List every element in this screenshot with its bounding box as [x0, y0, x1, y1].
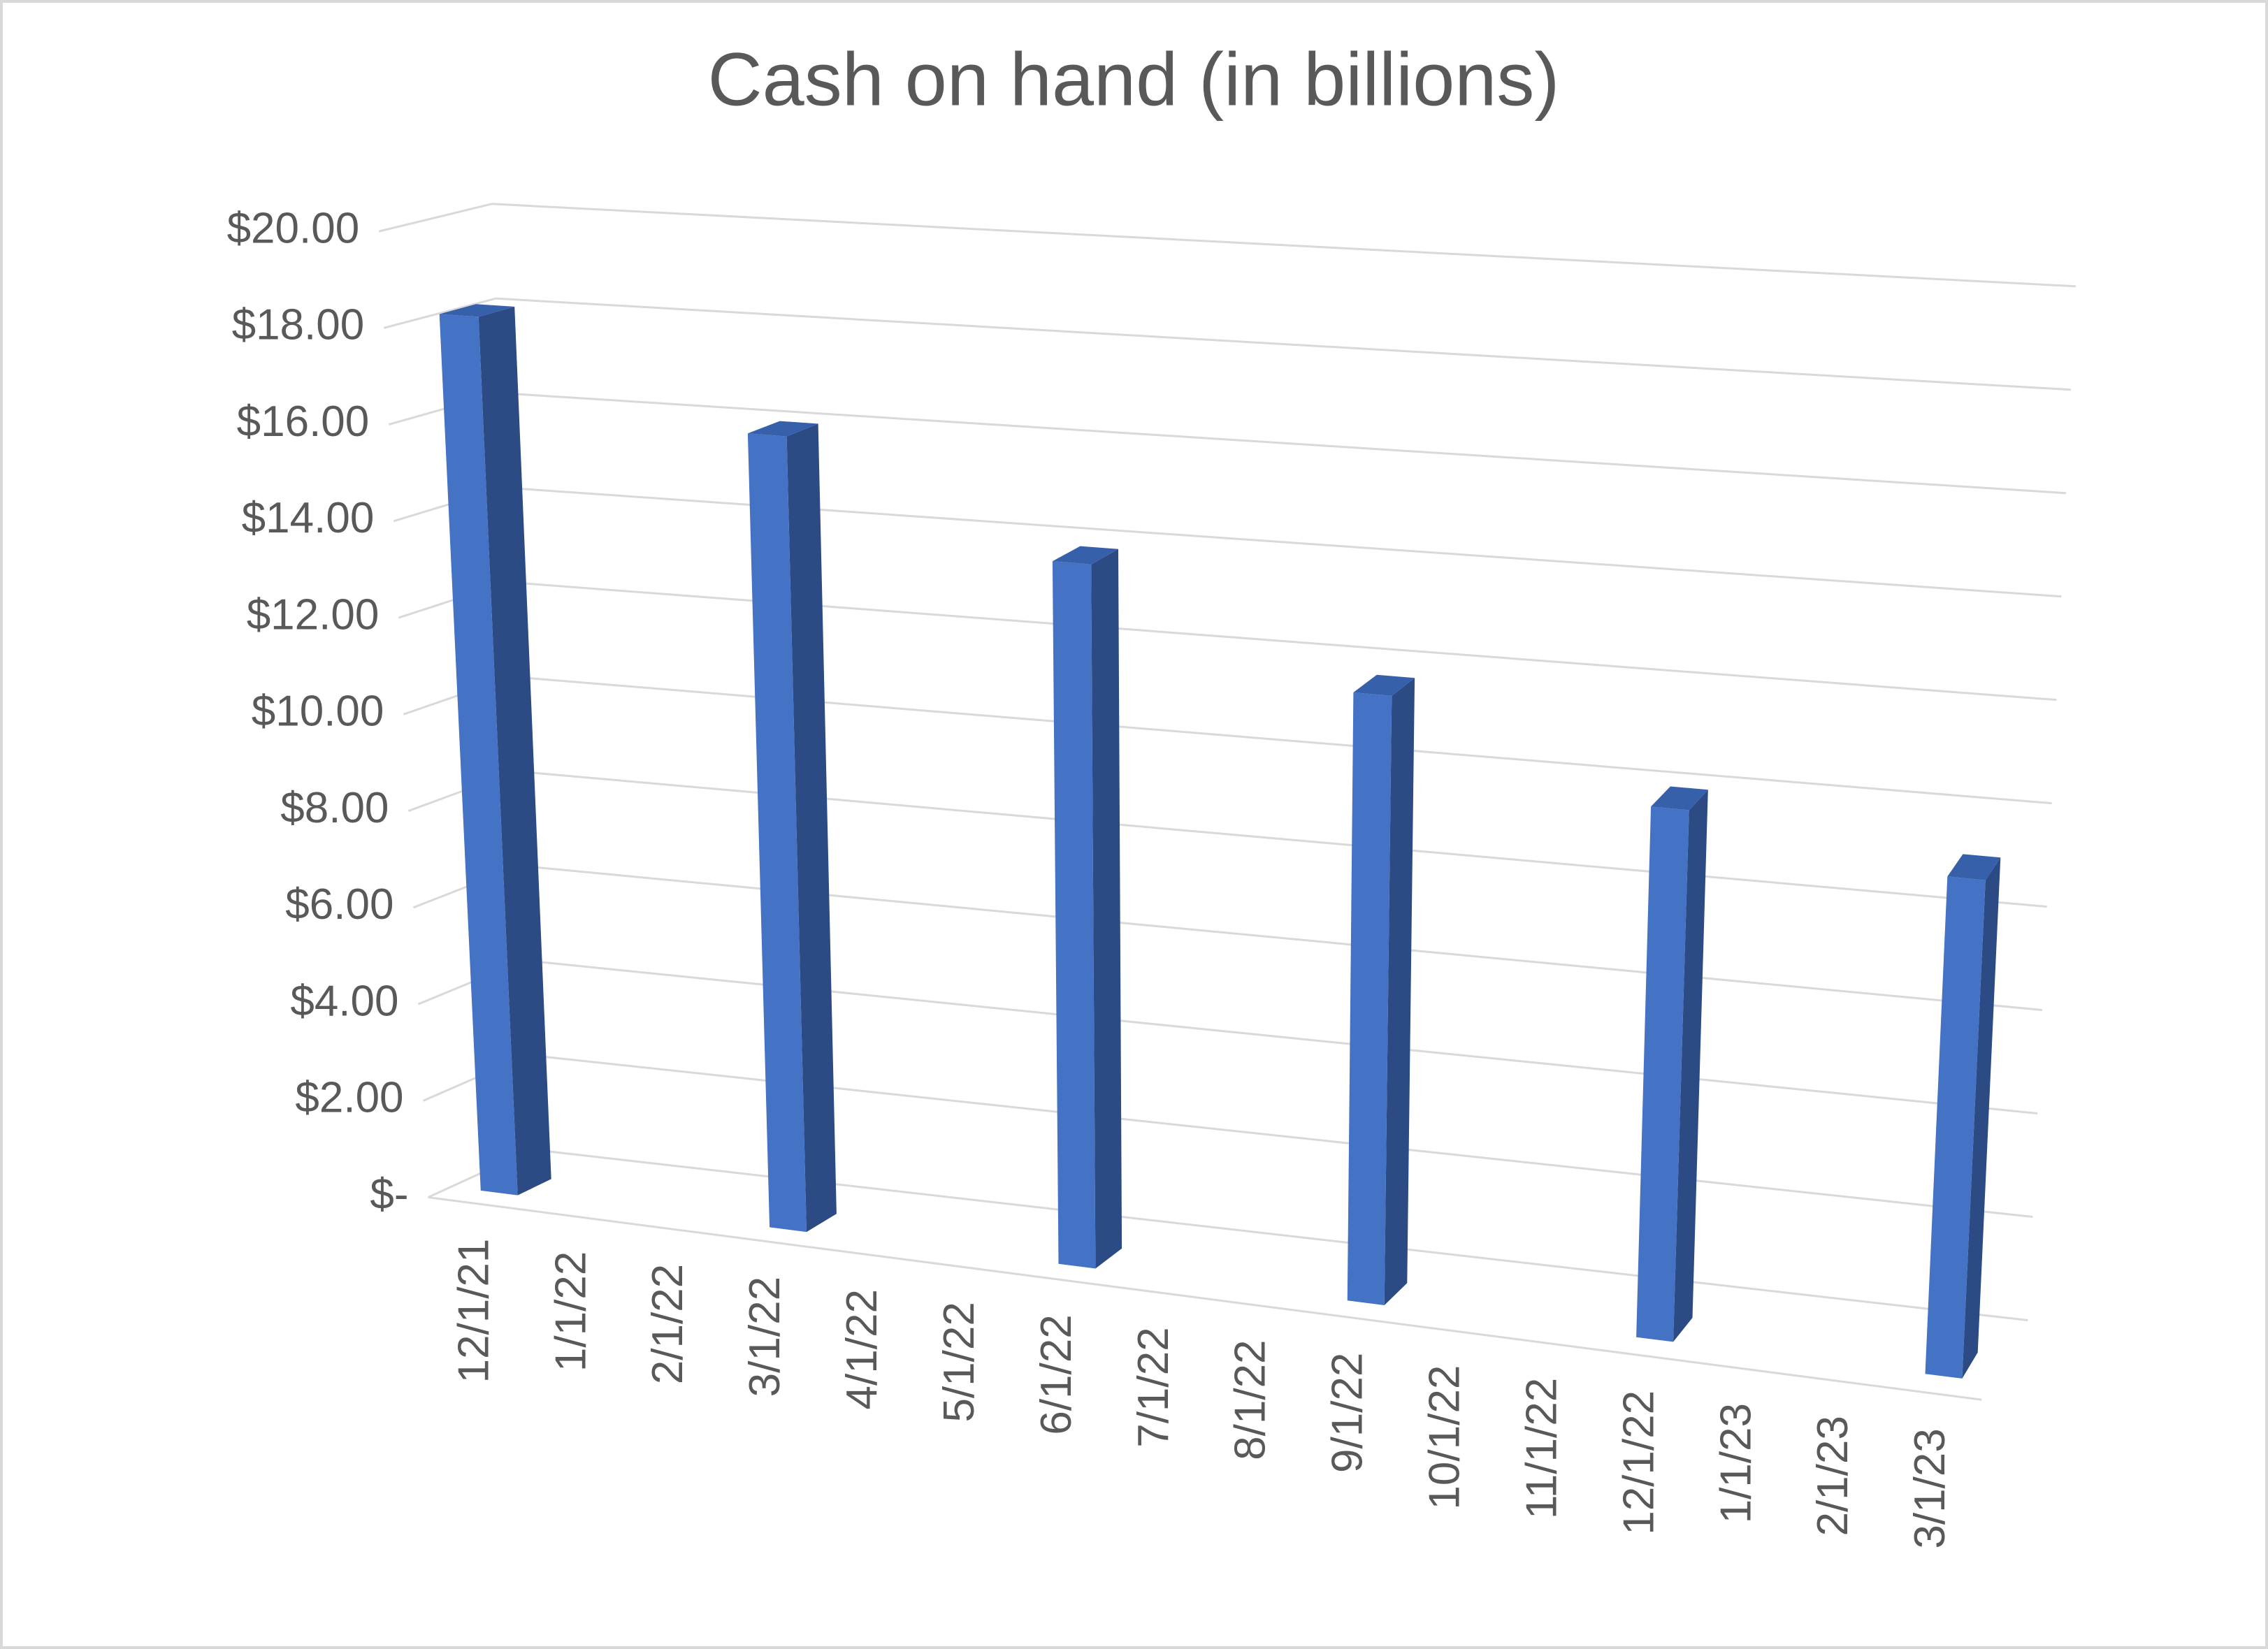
y-tick-label: $10.00 — [252, 688, 384, 736]
bar-side — [786, 423, 837, 1233]
x-tick-label: 3/1/23 — [1906, 1428, 1954, 1548]
x-axis-line — [428, 1196, 1982, 1401]
bar-side — [1091, 549, 1122, 1269]
bar — [1925, 854, 2001, 1379]
x-tick-label: 8/1/22 — [1227, 1339, 1275, 1460]
x-tick-label: 12/1/22 — [1615, 1390, 1663, 1535]
y-tick-label: $16.00 — [237, 398, 370, 446]
bar-side — [1962, 857, 2001, 1379]
bar-front — [1925, 876, 1986, 1379]
x-tick-label: 10/1/22 — [1421, 1365, 1469, 1510]
y-tick-label: $14.00 — [242, 494, 375, 542]
bar-top — [1052, 546, 1118, 565]
bar — [747, 421, 837, 1233]
x-tick-label: 5/1/22 — [935, 1302, 983, 1422]
x-tick-label: 11/1/22 — [1517, 1378, 1566, 1519]
x-tick-label: 9/1/22 — [1324, 1353, 1372, 1473]
y-tick-label: $- — [370, 1170, 408, 1219]
bar — [1347, 674, 1415, 1305]
x-tick-label: 12/1/21 — [449, 1239, 498, 1383]
y-tick-label: $6.00 — [285, 880, 393, 929]
bar-top — [747, 421, 818, 437]
x-tick-label: 4/1/22 — [838, 1289, 886, 1409]
y-tick-label: $20.00 — [227, 204, 360, 252]
grid-line — [500, 391, 2067, 495]
x-tick-label: 6/1/22 — [1032, 1314, 1081, 1434]
bar-side — [478, 306, 551, 1196]
grid-line — [496, 297, 2072, 391]
chart-title: Cash on hand (in billions) — [708, 37, 1560, 122]
bar — [1636, 786, 1708, 1342]
y-tick-label: $18.00 — [232, 301, 365, 349]
y-tick-label: $12.00 — [247, 590, 380, 639]
bar-front — [1636, 806, 1689, 1342]
x-tick-label: 3/1/22 — [741, 1277, 789, 1397]
bar-front — [747, 433, 807, 1233]
bar-top — [1353, 674, 1415, 696]
x-tick-label: 1/1/23 — [1712, 1403, 1760, 1523]
y-tick-label: $8.00 — [280, 784, 389, 832]
x-tick-label: 2/1/22 — [644, 1264, 692, 1384]
y-tick-label: $4.00 — [290, 977, 398, 1025]
bar — [1052, 546, 1122, 1269]
bar-top — [1947, 854, 2001, 880]
grid-line — [383, 297, 496, 329]
bar-front — [1052, 561, 1096, 1269]
x-tick-label: 7/1/22 — [1129, 1327, 1178, 1447]
bar-top — [439, 304, 515, 317]
bar — [439, 304, 551, 1196]
y-tick-label: $2.00 — [295, 1074, 403, 1122]
grid-line — [491, 203, 2076, 288]
grid-line — [378, 203, 492, 233]
bar-front — [1347, 692, 1392, 1305]
x-tick-label: 2/1/23 — [1809, 1416, 1857, 1536]
bar-top — [1651, 786, 1708, 811]
bar-side — [1384, 678, 1415, 1305]
plot-area: $- $2.00 $4.00 $6.00 $8.00 $10.00 $12.00 $14.00… — [227, 203, 2076, 1549]
x-tick-label: 1/1/22 — [547, 1251, 595, 1372]
bar-front — [439, 314, 518, 1196]
bar-side — [1673, 790, 1708, 1342]
